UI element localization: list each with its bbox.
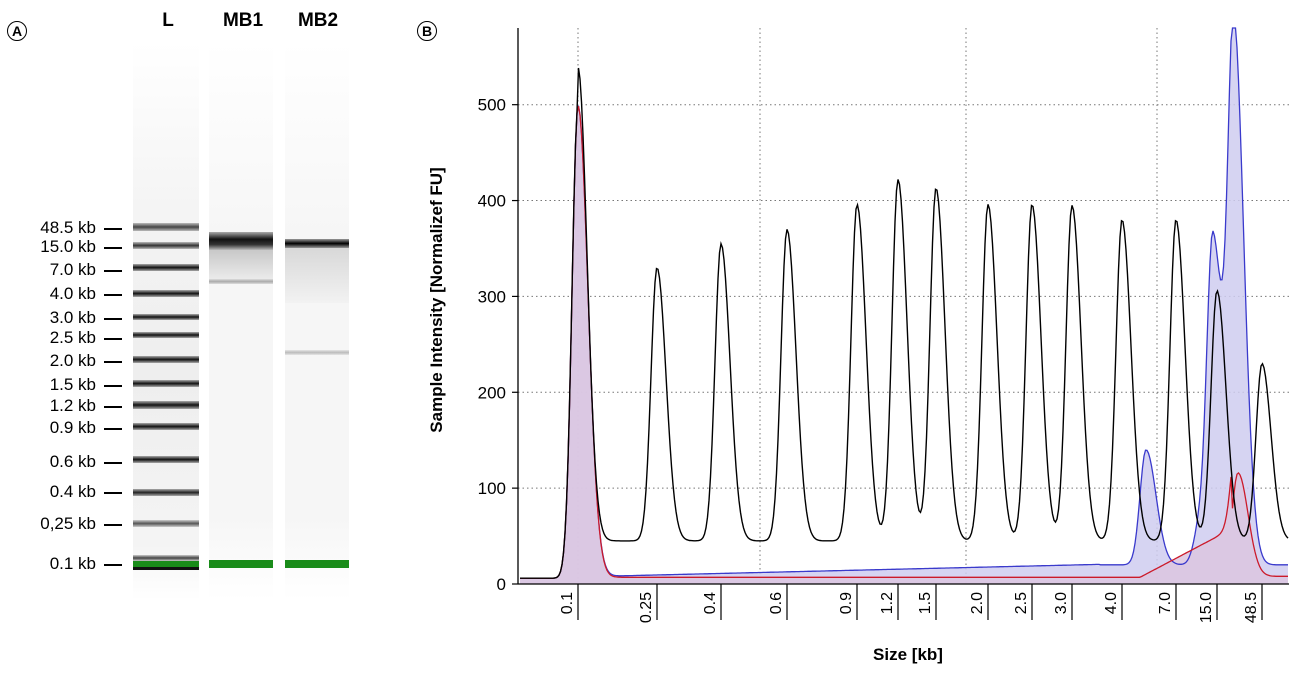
ladder-band <box>133 332 199 338</box>
ladder-tick <box>104 524 122 526</box>
y-tick-label: 200 <box>478 383 506 402</box>
marker-band <box>209 560 273 568</box>
ladder-band <box>133 401 199 409</box>
gel-lane-ladder <box>133 42 199 600</box>
ladder-band <box>133 242 199 249</box>
x-tick-label: 0.6 <box>768 592 785 614</box>
y-axis-label: Sample Intensity [Normalizef FU] <box>427 167 446 432</box>
red-series-area <box>520 106 1288 584</box>
ladder-band <box>133 555 199 561</box>
x-tick-label: 48.5 <box>1243 592 1260 623</box>
ladder-tick <box>104 318 122 320</box>
ladder-tick <box>104 338 122 340</box>
ladder-tick <box>104 385 122 387</box>
sample-smear <box>209 250 273 280</box>
ladder-size-label: 0.9 kb <box>49 418 96 437</box>
x-tick-label: 4.0 <box>1103 592 1120 614</box>
gel-panel: A L MB1 MB2 48.5 kb <box>0 0 400 668</box>
ladder-size-label: 1.5 kb <box>49 375 96 394</box>
y-axis-ticks: 0 100 200 300 400 500 <box>478 96 518 594</box>
ladder-band <box>133 264 199 271</box>
x-tick-label: 0.9 <box>838 592 855 614</box>
x-tick-label: 7.0 <box>1157 592 1174 614</box>
x-tick-label: 0.1 <box>559 592 576 614</box>
x-tick-label: 3.0 <box>1053 592 1070 614</box>
ladder-tick <box>104 462 122 464</box>
ladder-tick <box>104 270 122 272</box>
x-axis-label: Size [kb] <box>873 645 943 664</box>
ladder-tick <box>104 247 122 249</box>
gel-lane-mb1 <box>209 42 273 600</box>
y-tick-label: 400 <box>478 192 506 211</box>
ladder-band <box>133 423 199 430</box>
x-tick-label: 0.4 <box>702 592 719 614</box>
electropherogram-panel: B 0 100 200 300 400 500 0.1 0.25 0.4 0.6 0.9 1.2 1.… <box>400 0 1289 668</box>
x-tick-label: 1.2 <box>879 592 896 614</box>
y-tick-label: 500 <box>478 96 506 115</box>
blue-series-line <box>520 27 1288 579</box>
ladder-band <box>133 356 199 363</box>
ladder-tick <box>104 564 122 566</box>
ladder-tick <box>104 428 122 430</box>
marker-band <box>285 560 349 568</box>
ladder-band <box>133 567 199 570</box>
panel-b-badge: B <box>417 21 437 41</box>
ladder-band <box>133 489 199 496</box>
ladder-band <box>133 456 199 463</box>
ladder-band <box>133 314 199 320</box>
ladder-size-label: 2.5 kb <box>49 328 96 347</box>
ladder-series-line <box>520 67 1289 579</box>
x-tick-label: 2.5 <box>1013 592 1030 614</box>
ladder-tick <box>104 294 122 296</box>
ladder-band <box>133 520 199 527</box>
ladder-tick <box>104 228 122 230</box>
sample-band <box>209 279 273 284</box>
ladder-size-label: 3.0 kb <box>49 308 96 327</box>
x-tick-label: 15.0 <box>1198 592 1215 623</box>
ladder-size-label: 0.1 kb <box>49 554 96 573</box>
ladder-size-label: 0.6 kb <box>49 452 96 471</box>
x-tick-label: 2.0 <box>969 592 986 614</box>
grid-lines <box>518 28 1289 584</box>
x-axis-ticks: 0.1 0.25 0.4 0.6 0.9 1.2 1.5 2.0 2.5 3.0 4.0 7.0 15.… <box>559 584 1263 623</box>
ladder-size-label: 48.5 kb <box>40 218 96 237</box>
gel-lane-mb2 <box>285 42 349 600</box>
lane-title-mb1: MB1 <box>222 10 264 31</box>
lane-title-mb2: MB2 <box>297 10 339 31</box>
y-tick-label: 100 <box>478 479 506 498</box>
ladder-size-label: 1.2 kb <box>49 396 96 415</box>
panel-a-badge: A <box>7 21 27 41</box>
electropherogram-chart: 0 100 200 300 400 500 0.1 0.25 0.4 0.6 0.9 1.2 1.5 2… <box>427 27 1289 664</box>
sample-band <box>285 350 349 355</box>
y-tick-label: 0 <box>497 575 506 594</box>
red-series-line <box>520 106 1288 579</box>
ladder-band <box>133 380 199 387</box>
series-lines <box>520 27 1289 579</box>
y-tick-label: 300 <box>478 287 506 306</box>
sample-band <box>209 232 273 250</box>
ladder-tick <box>104 361 122 363</box>
axes <box>517 28 1289 585</box>
lane-title-ladder: L <box>162 10 174 31</box>
ladder-size-label: 4.0 kb <box>49 284 96 303</box>
marker-band <box>133 561 199 567</box>
sample-smear <box>285 248 349 303</box>
ladder-size-label: 15.0 kb <box>40 237 96 256</box>
ladder-band <box>133 223 199 231</box>
ladder-size-label: 7.0 kb <box>49 260 96 279</box>
ladder-band <box>133 290 199 297</box>
sample-band <box>285 239 349 248</box>
series-fills <box>520 28 1288 584</box>
ladder-size-label: 2.0 kb <box>49 351 96 370</box>
x-tick-label: 0.25 <box>638 592 655 623</box>
ladder-size-label: 0.4 kb <box>49 482 96 501</box>
blue-series-area <box>520 28 1288 584</box>
ladder-tick <box>104 492 122 494</box>
ladder-tick <box>104 406 122 408</box>
ladder-size-label: 0,25 kb <box>40 514 96 533</box>
x-tick-label: 1.5 <box>917 592 934 614</box>
